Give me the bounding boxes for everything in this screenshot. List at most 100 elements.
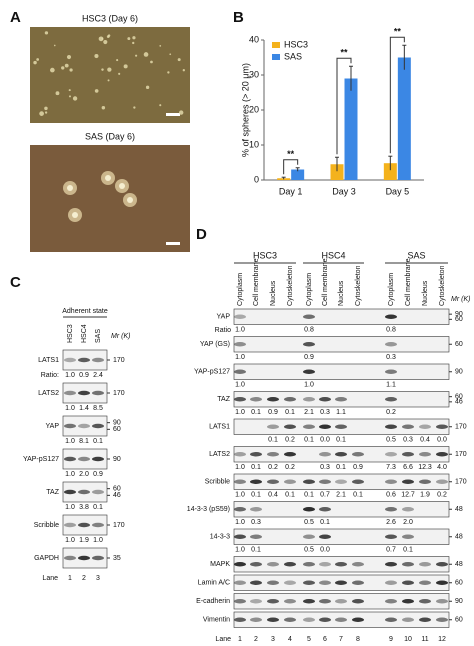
ratio-value: 0.2: [437, 491, 447, 498]
ratio-value: 0.3: [320, 409, 330, 416]
mr-label: 48: [455, 506, 463, 513]
band: [335, 562, 347, 567]
mr-label: 90: [113, 456, 121, 463]
ratio-value: 1.1: [386, 381, 396, 388]
band: [402, 452, 414, 457]
band: [385, 507, 397, 512]
bar: [330, 164, 344, 180]
band: [64, 522, 76, 528]
ratio-value: 1.0: [93, 537, 103, 544]
band: [352, 452, 364, 457]
band: [284, 424, 296, 429]
band: [319, 452, 331, 457]
cell: [33, 60, 37, 65]
y-tick-label: 20: [249, 104, 259, 114]
band: [78, 390, 90, 396]
lane-number: 1: [68, 575, 72, 582]
blot-label: YAP (GS): [200, 341, 230, 348]
band: [284, 562, 296, 567]
band: [419, 617, 431, 622]
ratio-value: 0.1: [336, 464, 346, 471]
band: [234, 479, 246, 484]
ratio-value: 1.0: [65, 372, 75, 379]
ratio-value: 1.0: [235, 354, 245, 361]
ratio-value: 2.4: [93, 372, 103, 379]
panel-label: A: [10, 9, 21, 26]
band: [319, 599, 331, 604]
ratio-value: 1.0: [235, 464, 245, 471]
ratio-value: 0.9: [79, 372, 89, 379]
cell: [177, 58, 181, 62]
y-tick-label: 0: [254, 174, 259, 184]
blot: [233, 501, 450, 518]
band: [250, 580, 262, 585]
cell: [118, 72, 121, 75]
fraction-header: Cytoplasm: [237, 273, 244, 306]
lane-number: 6: [323, 636, 327, 643]
band: [250, 397, 262, 402]
ratio-value: 8.5: [93, 405, 103, 412]
band: [319, 479, 331, 484]
band: [234, 342, 246, 347]
cell: [132, 41, 135, 45]
band: [303, 617, 315, 622]
ratio-value: 0.9: [304, 354, 314, 361]
ratio-value: 0.4: [420, 436, 430, 443]
band: [284, 599, 296, 604]
ratio-value: 0.2: [268, 464, 278, 471]
blot: [233, 336, 450, 353]
lane-number: 8: [356, 636, 360, 643]
blot-label: TAZ: [46, 489, 59, 496]
ratio-value: 1.0: [65, 438, 75, 445]
band: [419, 580, 431, 585]
mr-label: 60: [113, 426, 121, 433]
panel-label: B: [233, 9, 244, 26]
band: [267, 562, 279, 567]
mr-label: 46: [113, 492, 121, 499]
band: [284, 617, 296, 622]
mr-label: 48: [455, 561, 463, 568]
mr-label: 48: [455, 534, 463, 541]
annotation: **: [287, 149, 295, 159]
band: [303, 369, 315, 374]
band: [303, 479, 315, 484]
band: [303, 507, 315, 512]
ratio-value: 0.1: [353, 491, 363, 498]
band: [385, 397, 397, 402]
band: [436, 562, 448, 567]
micrograph-hsc3: [30, 27, 190, 123]
lane-number: 9: [389, 636, 393, 643]
cell: [106, 35, 110, 39]
blot-label: LATS1: [38, 357, 59, 364]
ratio-label: Ratio: [215, 327, 231, 334]
ratio-value: 12.7: [401, 491, 415, 498]
lane-header: HSC3: [67, 324, 74, 343]
band: [78, 456, 90, 462]
mr-label: 170: [455, 451, 467, 458]
ratio-value: 2.0: [79, 471, 89, 478]
band: [78, 489, 90, 495]
band: [92, 357, 104, 363]
lane-label: Lane: [215, 636, 231, 643]
cell: [68, 89, 71, 92]
band: [319, 534, 331, 539]
cell: [68, 95, 71, 98]
significance-bracket: [336, 57, 352, 155]
fraction-header: Cytoskeleton: [355, 265, 362, 306]
sphere-core: [127, 197, 133, 203]
cell: [101, 68, 104, 71]
band: [303, 599, 315, 604]
sphere-core: [67, 185, 73, 191]
ratio-value: 0.1: [251, 409, 261, 416]
bar: [291, 169, 305, 180]
ratio-label: Ratio:: [41, 372, 59, 379]
cell: [94, 89, 99, 93]
sphere-core: [105, 175, 111, 181]
fraction-header: Cytoskeleton: [287, 265, 294, 306]
group-label: SAS: [407, 250, 425, 260]
blot-label: Scribble: [205, 479, 230, 486]
band: [319, 507, 331, 512]
mr-label: 60: [455, 316, 463, 323]
fraction-header: Nucleus: [338, 280, 345, 306]
cell: [36, 58, 40, 61]
